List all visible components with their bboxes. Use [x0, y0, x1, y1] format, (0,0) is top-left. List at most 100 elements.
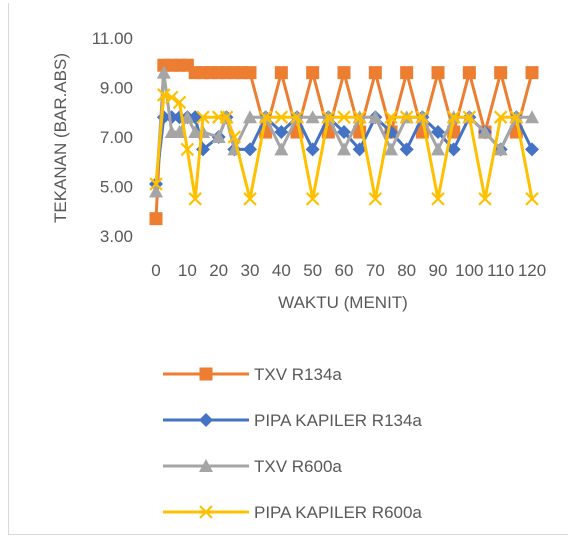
data-point: [164, 90, 179, 105]
data-point: [157, 88, 171, 102]
x-tick-label: 60: [335, 261, 354, 280]
data-point: [243, 142, 257, 157]
legend-marker: [199, 505, 213, 519]
data-point: [494, 66, 508, 80]
data-point: [431, 66, 445, 80]
legend-marker: [199, 413, 213, 427]
data-point: [525, 66, 539, 80]
x-tick-label: 100: [455, 261, 483, 280]
data-point: [337, 66, 351, 80]
legend-entry: TXV R134a: [163, 365, 342, 384]
data-point: [415, 110, 430, 124]
data-point: [493, 142, 508, 156]
legend-label: PIPA KAPILER R134a: [254, 411, 422, 430]
y-tick-label: 5.00: [100, 178, 133, 197]
legend-label: TXV R600a: [254, 457, 342, 476]
x-tick-label: 30: [241, 261, 260, 280]
x-tick-label: 110: [487, 261, 514, 280]
data-point: [172, 125, 187, 139]
legend-entry: TXV R600a: [163, 457, 342, 476]
legend-label: PIPA KAPILER R600a: [254, 503, 422, 522]
data-point: [305, 110, 320, 124]
legend-label: TXV R134a: [254, 365, 342, 384]
x-tick-label: 90: [429, 261, 448, 280]
data-point: [368, 110, 383, 124]
data-point: [509, 110, 524, 124]
data-point: [156, 65, 171, 79]
x-tick-label: 50: [303, 261, 322, 280]
data-point: [525, 110, 539, 124]
legend-marker: [199, 459, 213, 472]
data-point: [274, 125, 289, 140]
data-point: [305, 142, 320, 157]
data-point: [446, 142, 461, 157]
data-point: [431, 125, 445, 140]
x-axis-ticks: 0 10 20 30 40 50 60 70 80 90 100 110 120: [151, 261, 546, 280]
data-point: [431, 142, 445, 156]
legend: TXV R134a PIPA KAPILER R134a TXV R600a PIPA…: [163, 365, 422, 522]
x-tick-label: 80: [397, 261, 416, 280]
y-tick-label: 3.00: [100, 227, 133, 246]
data-point: [446, 110, 461, 124]
y-tick-label: 9.00: [100, 79, 133, 98]
series-pipa-kapiler-r600a: [149, 88, 539, 206]
data-point: [188, 192, 202, 206]
data-point: [525, 192, 539, 206]
data-point: [352, 142, 367, 157]
data-point: [290, 110, 304, 124]
data-point: [149, 184, 163, 198]
data-point: [478, 192, 492, 206]
data-point: [274, 66, 288, 80]
legend-entry: PIPA KAPILER R134a: [163, 411, 422, 430]
x-tick-label: 20: [209, 261, 228, 280]
y-tick-label: 7.00: [100, 128, 133, 147]
x-tick-label: 70: [366, 261, 385, 280]
data-point: [384, 110, 398, 124]
y-axis-ticks: 3.00 5.00 7.00 9.00 11.00: [92, 29, 133, 246]
data-point: [337, 142, 351, 156]
series-txv-r134a: [149, 58, 539, 226]
data-point: [462, 110, 477, 124]
data-point: [384, 142, 398, 156]
data-point: [180, 142, 195, 157]
data-point: [399, 142, 414, 157]
legend-entry: PIPA KAPILER R600a: [163, 503, 422, 522]
data-point: [219, 110, 234, 124]
data-point: [337, 125, 351, 140]
data-point: [368, 192, 383, 206]
data-point: [399, 110, 414, 124]
x-axis-title: WAKTU (MENIT): [278, 293, 408, 312]
data-point: [274, 110, 289, 124]
legend-marker: [199, 367, 213, 381]
data-point: [478, 125, 492, 139]
data-point: [400, 66, 414, 80]
data-point: [243, 110, 257, 124]
data-point: [306, 66, 320, 80]
data-point: [243, 192, 257, 206]
data-point: [196, 110, 210, 124]
data-point: [172, 95, 187, 110]
x-tick-label: 10: [178, 261, 197, 280]
chart-frame: [8, 3, 568, 535]
data-point: [337, 110, 351, 124]
data-point: [321, 110, 336, 124]
x-tick-label: 0: [151, 261, 160, 280]
x-tick-label: 40: [272, 261, 291, 280]
data-point: [431, 192, 445, 206]
data-point: [211, 130, 226, 143]
data-point: [149, 177, 163, 191]
x-tick-label: 120: [518, 261, 546, 280]
data-point: [258, 110, 273, 124]
data-point: [462, 66, 476, 80]
data-point: [525, 142, 539, 157]
data-point: [352, 110, 367, 124]
data-point: [243, 66, 257, 80]
data-point: [274, 142, 289, 156]
data-point: [368, 66, 382, 80]
y-axis-title: TEKANAN (BAR.ABS): [51, 53, 70, 223]
data-point: [227, 130, 242, 144]
plot-area: [149, 58, 539, 226]
data-point: [493, 110, 508, 124]
data-point: [305, 192, 320, 206]
